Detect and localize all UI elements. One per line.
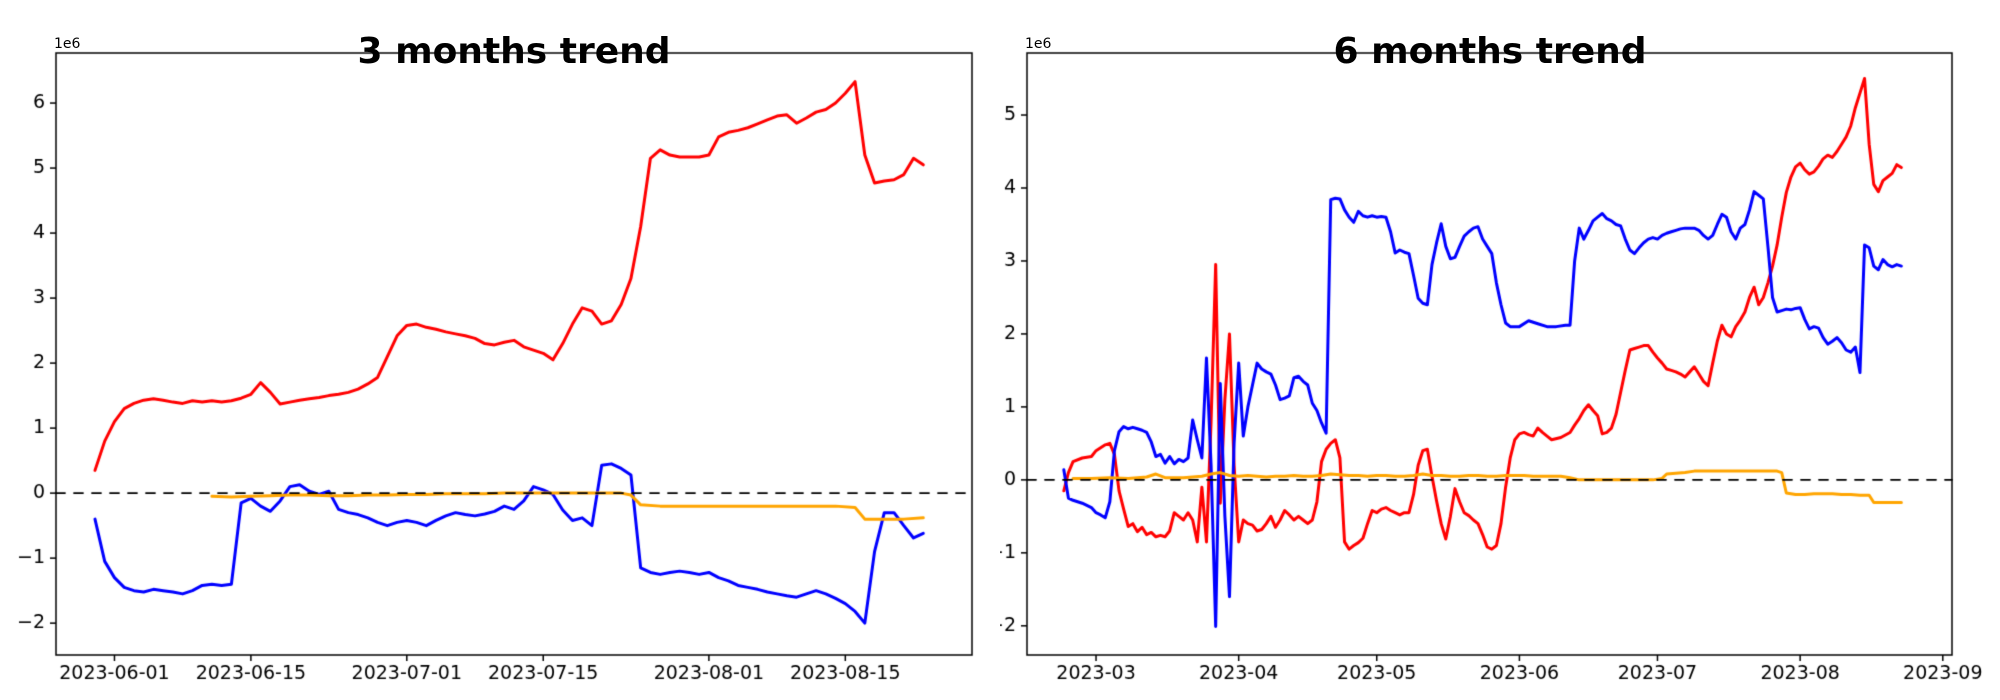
y-axis-offset-label-6-months: 1e6 bbox=[1025, 36, 1052, 52]
chart-title-3-months: 3 months trend bbox=[357, 30, 671, 72]
chart-title-6-months: 6 months trend bbox=[1333, 30, 1647, 72]
plot-canvas-6-months bbox=[1000, 0, 2000, 700]
plot-canvas-3-months bbox=[0, 0, 1000, 700]
panel-6-months-trend: 6 months trend 1e6 bbox=[1000, 0, 2000, 700]
panel-3-months-trend: 3 months trend 1e6 bbox=[0, 0, 1000, 700]
y-axis-offset-label-3-months: 1e6 bbox=[54, 36, 81, 52]
